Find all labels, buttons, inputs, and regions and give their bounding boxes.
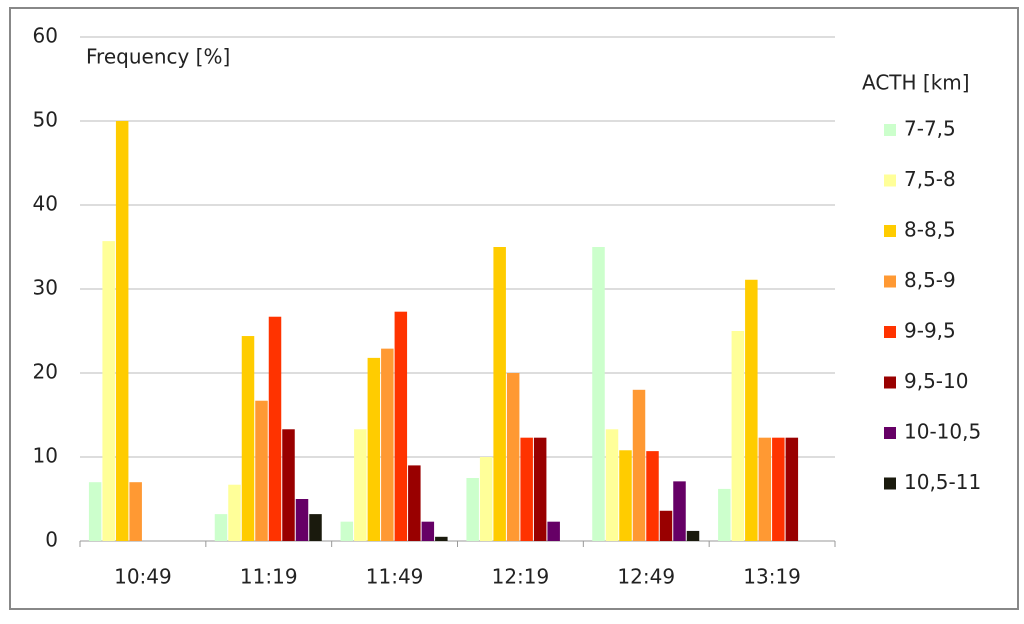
bar <box>547 521 560 541</box>
bar <box>718 488 731 541</box>
legend-swatch <box>884 275 896 288</box>
bar <box>533 437 547 541</box>
y-tick-label: 50 <box>33 108 58 132</box>
bar <box>88 482 102 541</box>
bar <box>408 465 421 541</box>
legend-label: 9-9,5 <box>904 319 956 343</box>
legend-swatch <box>884 427 896 439</box>
bar <box>255 400 268 541</box>
legend-label: 8,5-9 <box>904 268 956 292</box>
bar <box>772 437 785 541</box>
bar <box>295 499 309 541</box>
y-tick-label: 20 <box>33 360 58 384</box>
y-tick-label: 40 <box>33 192 58 216</box>
legend-label: 7,5-8 <box>904 167 956 191</box>
x-tick-label: 11:49 <box>366 565 424 589</box>
x-tick-label: 10:49 <box>114 565 172 589</box>
bar <box>282 429 295 541</box>
bar <box>466 478 479 541</box>
bar <box>381 348 394 541</box>
legend-swatch <box>884 174 896 187</box>
legend-swatch <box>884 124 896 136</box>
legend-title: ACTH [km] <box>862 71 970 95</box>
bar <box>520 437 533 541</box>
legend-label: 10,5-11 <box>904 470 981 494</box>
legend-swatch <box>884 326 896 338</box>
bar <box>673 481 686 541</box>
bar <box>686 530 700 541</box>
bar <box>592 247 605 541</box>
x-tick-label: 12:49 <box>617 565 675 589</box>
bar <box>758 437 772 541</box>
bar <box>506 373 520 541</box>
x-tick-label: 11:19 <box>240 565 298 589</box>
bar <box>619 450 632 541</box>
bar <box>659 510 673 541</box>
y-axis-label: Frequency [%] <box>86 45 230 69</box>
x-tick-label: 13:19 <box>743 565 801 589</box>
bar <box>102 241 115 541</box>
legend-label: 9,5-10 <box>904 369 968 393</box>
bar <box>785 437 799 541</box>
bar <box>340 521 354 541</box>
bar <box>646 451 659 541</box>
y-tick-label: 0 <box>45 528 58 552</box>
y-tick-label: 30 <box>33 276 58 300</box>
bar <box>605 429 619 541</box>
x-tick-label: 12:19 <box>492 565 550 589</box>
bar <box>268 316 282 541</box>
bar <box>421 521 435 541</box>
bar <box>214 514 228 541</box>
legend-swatch <box>884 376 896 389</box>
bar <box>228 484 241 541</box>
bar <box>745 279 758 541</box>
bar <box>435 536 448 541</box>
legend-label: 10-10,5 <box>904 420 981 444</box>
bar <box>394 311 408 541</box>
bar <box>367 357 381 541</box>
legend-label: 8-8,5 <box>904 218 956 242</box>
bar <box>354 429 367 541</box>
legend-swatch <box>884 225 896 237</box>
bar <box>731 331 745 541</box>
bar <box>115 121 129 541</box>
bar <box>241 336 255 541</box>
legend-swatch <box>884 477 896 490</box>
bar <box>479 457 493 541</box>
bar <box>493 247 506 541</box>
legend-label: 7-7,5 <box>904 117 956 141</box>
bar <box>309 514 322 541</box>
y-tick-label: 60 <box>33 24 58 48</box>
bar <box>129 482 142 541</box>
bar <box>632 389 646 541</box>
y-tick-label: 10 <box>33 444 58 468</box>
